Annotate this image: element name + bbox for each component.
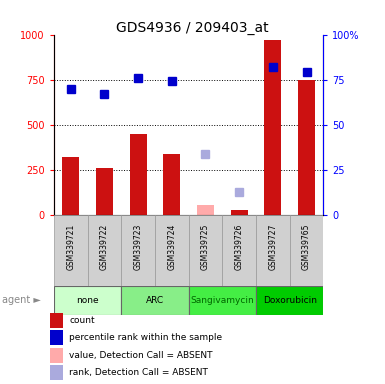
- Text: percentile rank within the sample: percentile rank within the sample: [69, 333, 223, 342]
- Bar: [130, 134, 147, 215]
- Bar: [62, 157, 79, 215]
- Bar: [54, 286, 121, 315]
- Text: count: count: [69, 316, 95, 325]
- Bar: [256, 215, 290, 286]
- Text: GSM339727: GSM339727: [268, 224, 277, 270]
- Bar: [155, 215, 189, 286]
- Text: GSM339721: GSM339721: [66, 224, 75, 270]
- Bar: [96, 168, 113, 215]
- Bar: [54, 215, 88, 286]
- Bar: [189, 286, 256, 315]
- Bar: [50, 348, 63, 362]
- Bar: [189, 215, 223, 286]
- Bar: [88, 215, 121, 286]
- Text: agent ►: agent ►: [2, 295, 41, 306]
- Bar: [256, 286, 323, 315]
- Bar: [50, 313, 63, 328]
- Bar: [50, 366, 63, 380]
- Text: GSM339722: GSM339722: [100, 224, 109, 270]
- Bar: [231, 210, 248, 215]
- Text: GSM339765: GSM339765: [302, 224, 311, 270]
- Bar: [163, 154, 180, 215]
- Text: GDS4936 / 209403_at: GDS4936 / 209403_at: [116, 21, 269, 35]
- Bar: [298, 80, 315, 215]
- Text: value, Detection Call = ABSENT: value, Detection Call = ABSENT: [69, 351, 213, 360]
- Text: ARC: ARC: [146, 296, 164, 305]
- Text: GSM339726: GSM339726: [235, 224, 244, 270]
- Text: none: none: [76, 296, 99, 305]
- Bar: [121, 215, 155, 286]
- Text: Doxorubicin: Doxorubicin: [263, 296, 317, 305]
- Bar: [290, 215, 323, 286]
- Text: GSM339723: GSM339723: [134, 224, 142, 270]
- Bar: [264, 40, 281, 215]
- Text: rank, Detection Call = ABSENT: rank, Detection Call = ABSENT: [69, 368, 208, 377]
- Text: GSM339724: GSM339724: [167, 224, 176, 270]
- Bar: [50, 330, 63, 345]
- Bar: [121, 286, 189, 315]
- Text: GSM339725: GSM339725: [201, 224, 210, 270]
- Text: Sangivamycin: Sangivamycin: [191, 296, 254, 305]
- Bar: [197, 205, 214, 215]
- Bar: [223, 215, 256, 286]
